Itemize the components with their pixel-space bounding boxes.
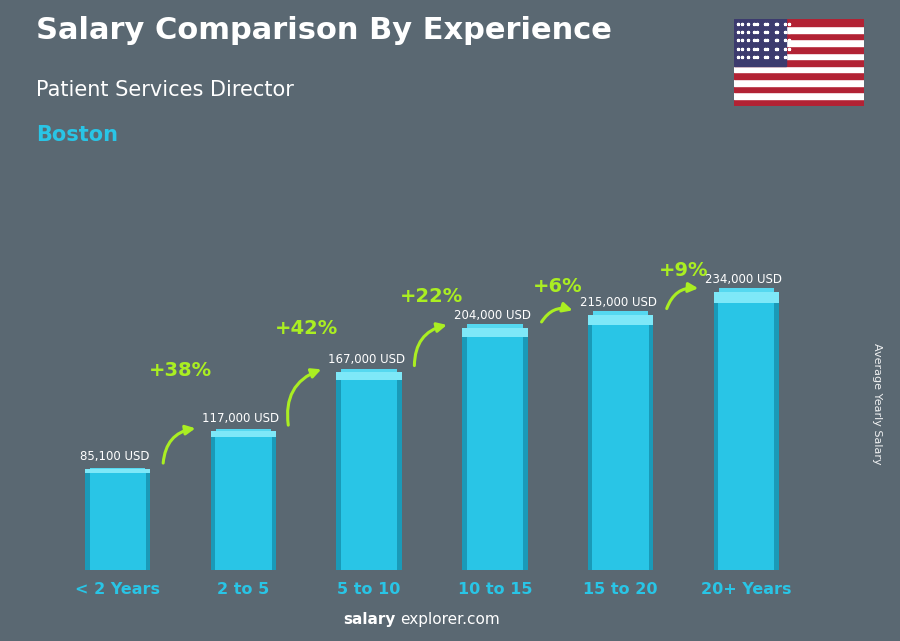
Text: 85,100 USD: 85,100 USD [80, 450, 150, 463]
Bar [467, 324, 523, 328]
Bar [774, 292, 779, 570]
Text: +9%: +9% [659, 261, 708, 280]
Text: 215,000 USD: 215,000 USD [580, 296, 657, 308]
Bar [337, 372, 401, 570]
Bar [714, 292, 779, 303]
Bar [337, 372, 401, 379]
Bar [588, 315, 592, 570]
Bar [85, 469, 90, 570]
Bar [146, 469, 150, 570]
Bar [341, 369, 397, 372]
Text: explorer.com: explorer.com [400, 612, 500, 627]
Bar [734, 59, 864, 66]
Bar [397, 372, 401, 570]
Bar [85, 469, 150, 570]
Bar [734, 99, 864, 106]
Bar [734, 53, 864, 59]
Bar [90, 468, 146, 469]
Bar [216, 429, 271, 431]
Text: +38%: +38% [149, 362, 212, 380]
Bar [714, 292, 779, 570]
Text: 167,000 USD: 167,000 USD [328, 353, 405, 365]
Bar [714, 292, 718, 570]
Bar [211, 431, 215, 570]
Text: Boston: Boston [36, 125, 118, 145]
Text: 117,000 USD: 117,000 USD [202, 412, 280, 425]
Bar [588, 315, 653, 570]
Bar [734, 19, 864, 26]
Bar [593, 311, 648, 315]
Text: +6%: +6% [533, 278, 582, 296]
Text: 234,000 USD: 234,000 USD [706, 273, 782, 286]
Text: Salary Comparison By Experience: Salary Comparison By Experience [36, 16, 612, 45]
Text: Average Yearly Salary: Average Yearly Salary [872, 343, 883, 465]
Bar [734, 19, 786, 66]
Bar [734, 66, 864, 72]
Bar [649, 315, 653, 570]
Bar [211, 431, 276, 570]
Bar [734, 46, 864, 53]
Bar [734, 72, 864, 79]
Bar [734, 33, 864, 39]
Bar [463, 328, 527, 570]
Text: 204,000 USD: 204,000 USD [454, 309, 531, 322]
Bar [85, 469, 150, 473]
Bar [588, 315, 653, 325]
Bar [523, 328, 527, 570]
Bar [734, 92, 864, 99]
Bar [211, 431, 276, 437]
Bar [463, 328, 467, 570]
Bar [734, 86, 864, 92]
Bar [463, 328, 527, 337]
Text: Patient Services Director: Patient Services Director [36, 80, 294, 100]
Bar [718, 288, 774, 292]
Text: +42%: +42% [274, 319, 338, 338]
Bar [337, 372, 341, 570]
Bar [272, 431, 276, 570]
Bar [734, 79, 864, 86]
Text: salary: salary [344, 612, 396, 627]
Bar [734, 26, 864, 33]
Text: +22%: +22% [400, 287, 464, 306]
Bar [734, 39, 864, 46]
